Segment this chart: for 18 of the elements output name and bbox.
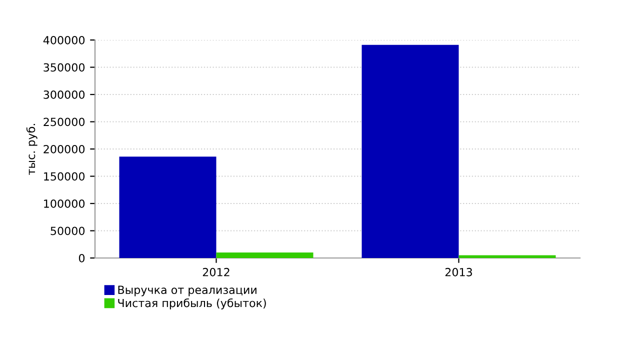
y-tick-label: 50000 [50, 226, 85, 236]
y-tick-label: 0 [78, 254, 85, 262]
y-tick-label: 350000 [44, 63, 85, 72]
y-tick-label: 150000 [44, 172, 85, 181]
legend-label: Чистая прибыль (убыток) [118, 298, 266, 310]
x-tick-label: 2012 [202, 268, 230, 276]
y-tick-label: 250000 [44, 118, 85, 126]
bar [216, 252, 314, 258]
y-tick-label: 100000 [44, 199, 85, 208]
legend-label: Выручка от реализации [118, 286, 256, 296]
y-tick-label: 300000 [44, 90, 85, 99]
x-tick-label: 2013 [445, 268, 472, 276]
y-tick-label: 400000 [43, 36, 85, 44]
bar [362, 44, 459, 258]
y-tick-label: 200000 [44, 144, 85, 154]
bar [458, 255, 556, 258]
bar [119, 156, 216, 258]
y-axis-title: тыс. руб. [26, 124, 38, 175]
